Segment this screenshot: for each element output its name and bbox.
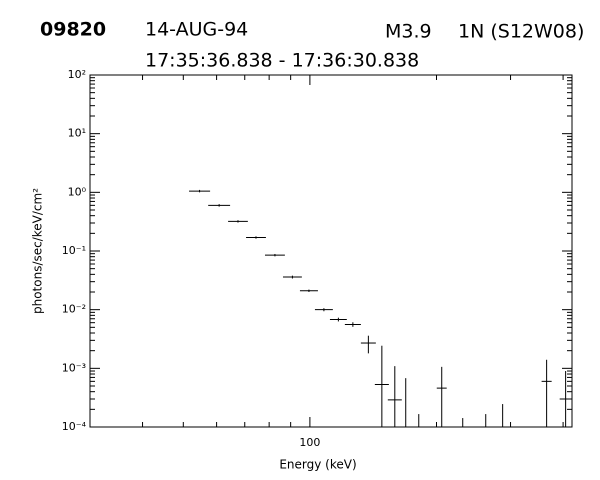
y-tick-label: 10² [68,68,86,81]
flare-location: 1N (S12W08) [458,21,584,43]
y-tick-label: 10⁰ [68,185,87,198]
x-axis-label: Energy (keV) [279,458,356,472]
y-tick-label: 10⁻² [62,303,86,316]
plot-frame [89,74,573,428]
y-tick-label: 10⁻¹ [62,244,86,257]
flare-class: M3.9 [385,21,432,43]
event-date: 14-AUG-94 [145,19,248,41]
x-tick-label: 100 [299,436,320,449]
y-tick-label: 10⁻⁴ [62,420,87,433]
y-tick-label: 10⁻³ [62,361,86,374]
y-tick-label: 10¹ [68,127,86,140]
time-interval: 17:35:36.838 - 17:36:30.838 [145,50,419,72]
y-axis-label: photons/sec/keV/cm² [31,188,45,314]
event-id: 09820 [40,19,106,41]
